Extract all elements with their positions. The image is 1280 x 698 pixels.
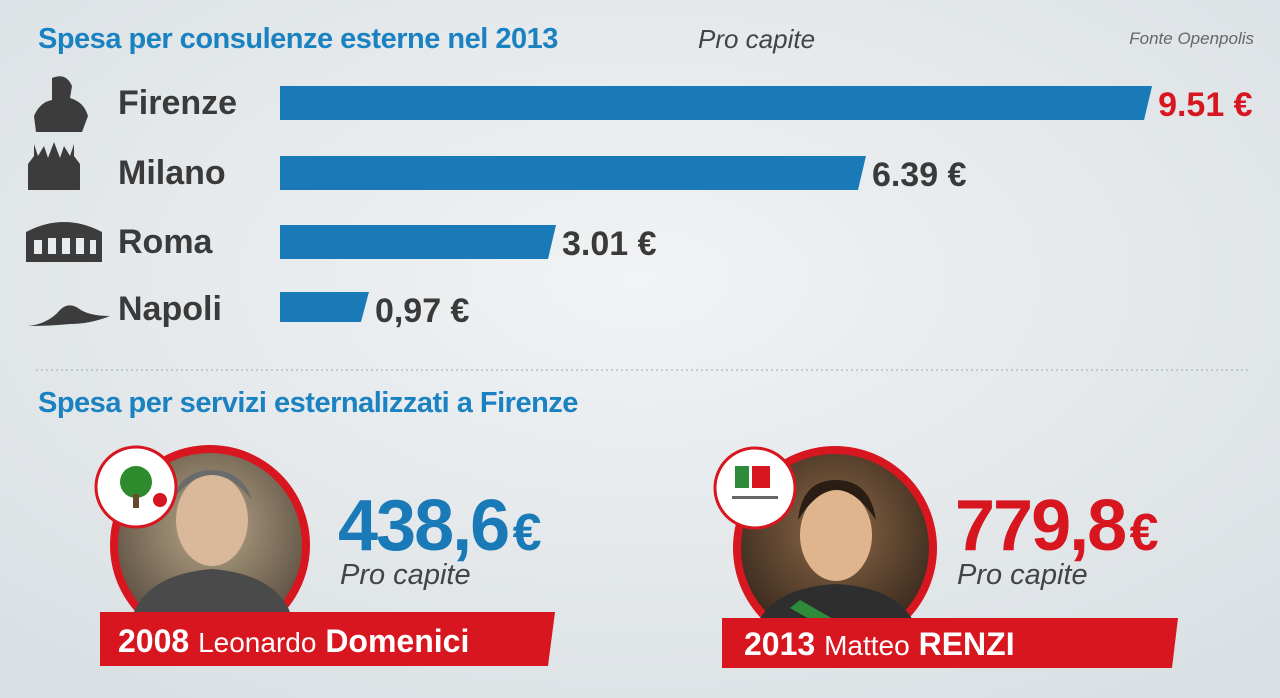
category-label: Firenze (118, 84, 237, 122)
card: 2013 Matteo RENZI 779,8 € Pro capite (713, 446, 1178, 668)
amount: 779,8 (955, 486, 1125, 566)
category-label: Napoli (118, 290, 222, 328)
face (176, 474, 248, 566)
bar (280, 156, 866, 190)
vesuvius-icon (28, 305, 110, 326)
logo-trunk (133, 494, 139, 508)
per-capita: Pro capite (340, 559, 471, 591)
category-label: Roma (118, 223, 214, 261)
logo-caption (732, 496, 778, 499)
per-capita: Pro capite (957, 559, 1088, 591)
david-icon (34, 76, 88, 132)
chart-title: Spesa per consulenze esterne nel 2013 (38, 23, 558, 55)
banner-text: 2008 Leonardo Domenici (118, 623, 469, 659)
year: 2008 (118, 623, 189, 659)
logo-d (752, 466, 770, 488)
first-name: Leonardo (198, 627, 316, 658)
category-label: Milano (118, 154, 226, 192)
city-icons (26, 76, 110, 326)
source: Fonte Openpolis (1129, 29, 1254, 48)
logo-tree (120, 466, 152, 498)
last-name: Domenici (325, 623, 469, 659)
bar (280, 292, 369, 322)
value-label: 9.51 € (1158, 86, 1253, 124)
currency: € (513, 504, 542, 562)
section-title: Spesa per servizi esternalizzati a Firen… (38, 387, 578, 419)
face (800, 489, 872, 581)
name-banner (100, 612, 555, 666)
value-label: 6.39 € (872, 156, 967, 194)
bar-chart: Firenze 9.51 € Milano 6.39 € Roma 3.01 € Napol… (118, 84, 1253, 330)
logo-p (735, 466, 749, 488)
name-banner (722, 618, 1178, 668)
value-label: 0,97 € (375, 292, 470, 330)
amount-text: 438,6 € (338, 486, 542, 566)
amount: 438,6 (338, 486, 508, 566)
bar (280, 225, 557, 259)
value-label: 3.01 € (562, 225, 657, 263)
amount-text: 779,8 € (955, 486, 1159, 566)
duomo-icon (28, 142, 80, 190)
bar (280, 86, 1153, 120)
logo-rose (153, 493, 167, 507)
chart-subtitle: Pro capite (698, 24, 815, 54)
suit (130, 569, 294, 625)
hair (798, 480, 876, 520)
last-name: RENZI (919, 626, 1015, 662)
year: 2013 (744, 626, 815, 662)
hair (172, 470, 252, 500)
first-name: Matteo (824, 630, 910, 661)
currency: € (1130, 504, 1159, 562)
card: 2008 Leonardo Domenici 438,6 € Pro capit… (94, 445, 555, 666)
banner-text: 2013 Matteo RENZI (744, 626, 1015, 662)
